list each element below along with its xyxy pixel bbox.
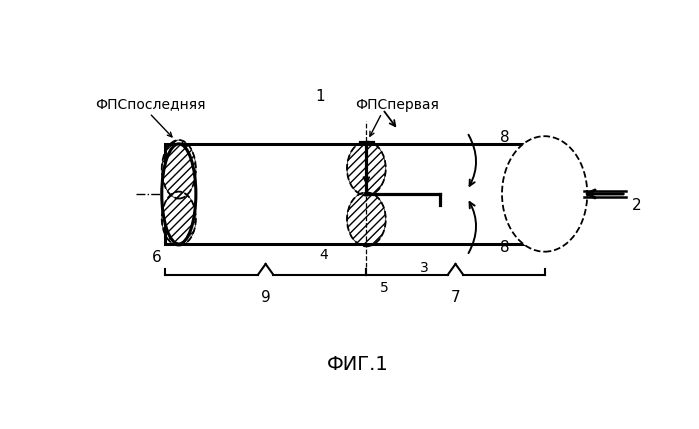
Text: ФПСпоследняя: ФПСпоследняя: [95, 97, 206, 112]
Text: 8: 8: [500, 130, 510, 145]
Text: ФПСпервая: ФПСпервая: [355, 97, 439, 112]
Bar: [165, 144, 545, 244]
Text: 9: 9: [261, 290, 271, 305]
Text: 1: 1: [315, 89, 325, 104]
Text: 7: 7: [451, 290, 461, 305]
Text: 2: 2: [632, 198, 642, 213]
Ellipse shape: [502, 136, 587, 252]
Text: 6: 6: [152, 250, 162, 265]
Text: ФИГ.1: ФИГ.1: [327, 355, 389, 375]
Text: 8: 8: [500, 240, 510, 255]
Ellipse shape: [161, 144, 196, 244]
Text: 4: 4: [319, 248, 328, 262]
Text: 5: 5: [380, 281, 389, 295]
Text: 3: 3: [420, 261, 429, 275]
